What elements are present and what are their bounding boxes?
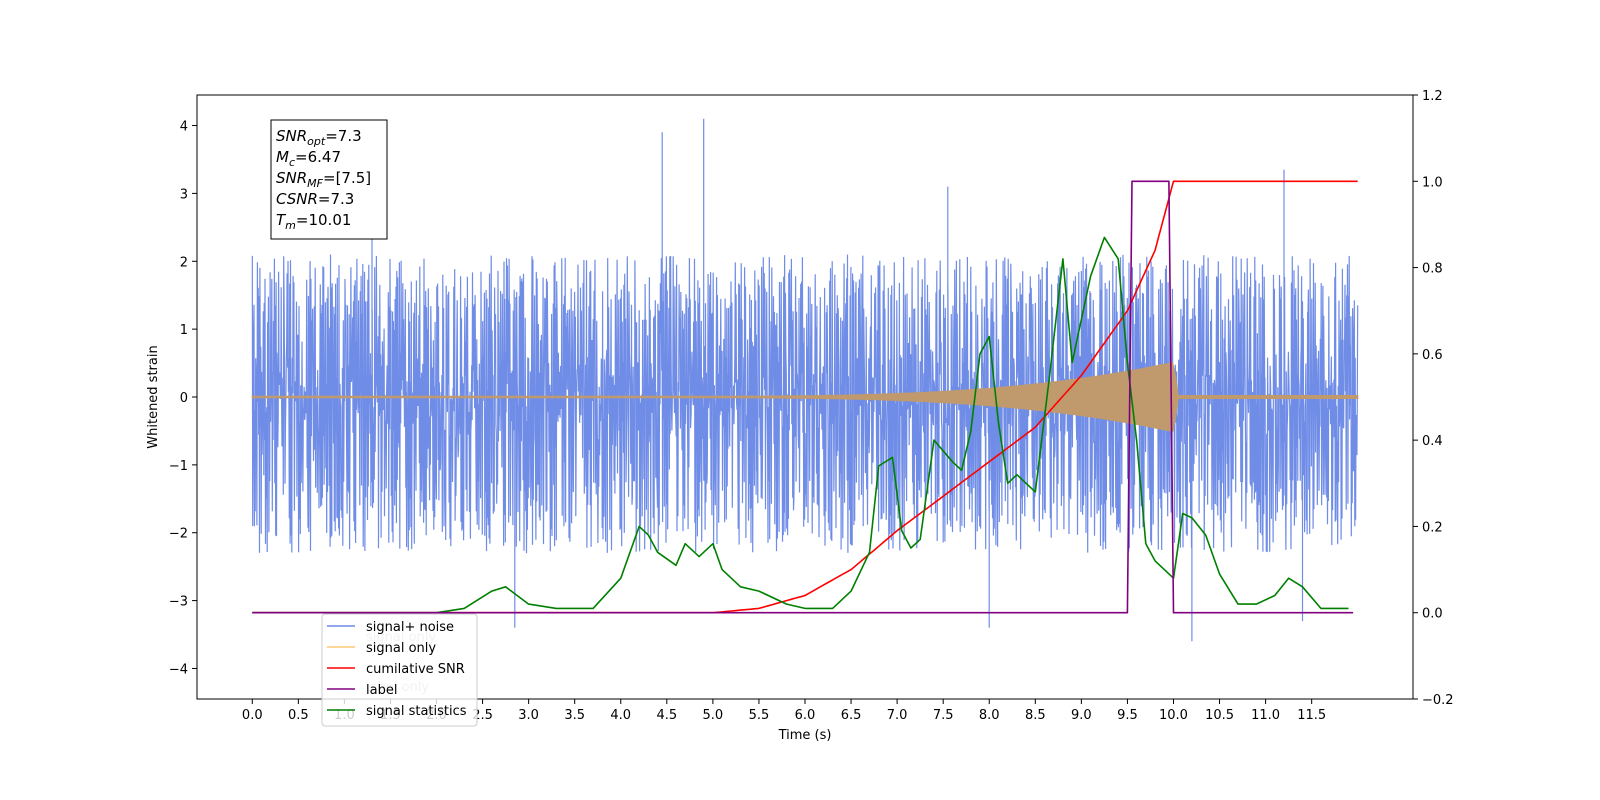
info-main: CSNR (276, 190, 318, 208)
info-box-frame (270, 119, 388, 240)
legend-label: cumilative SNR (366, 662, 465, 677)
x-tick-label: 11.5 (1297, 708, 1326, 723)
info-sub: m (285, 219, 296, 232)
x-tick-label: 3.5 (564, 708, 585, 723)
info-sub: opt (307, 135, 326, 148)
x-tick-label: 5.0 (703, 708, 724, 723)
y-axis-left: 4 3 2 1 0 −1 −2 −3 −4 (169, 120, 197, 677)
x-tick-label: 8.0 (979, 708, 1000, 723)
y-left-tick-label: −2 (169, 527, 188, 542)
y-left-tick-label: 2 (180, 255, 188, 270)
info-sub: MF (307, 177, 323, 190)
x-tick-label: 6.0 (795, 708, 816, 723)
legend: signal onlylabel onlysignal+ noisesignal… (321, 613, 478, 727)
y-left-tick-label: −3 (169, 595, 188, 610)
series-signal-statistics (252, 236, 1349, 614)
x-tick-label: 8.5 (1025, 708, 1046, 723)
y-right-tick-label: 0.4 (1422, 434, 1443, 449)
y-right-tick-label: 0.8 (1422, 262, 1443, 277)
x-tick-label: 4.0 (610, 708, 631, 723)
y-left-tick-label: 0 (180, 391, 188, 406)
plot-area (251, 118, 1359, 642)
info-value: =7.3 (325, 127, 361, 145)
series-label (252, 180, 1354, 614)
x-axis-label: Time (s) (778, 728, 832, 743)
info-box-line: Tm=10.01 (276, 211, 351, 232)
legend-label: label (366, 683, 397, 698)
x-tick-label: 7.0 (887, 708, 908, 723)
x-tick-label: 0.0 (242, 708, 263, 723)
y-axis-label-left: Whitened strain (146, 345, 161, 448)
info-value: =[7.5] (323, 169, 371, 187)
x-tick-label: 4.5 (656, 708, 677, 723)
series-signal-noise (251, 118, 1359, 642)
y-right-tick-label: 0.6 (1422, 348, 1443, 363)
y-left-tick-label: 1 (180, 323, 188, 338)
info-box-line: SNRopt=7.3 (276, 127, 362, 148)
y-right-tick-label: 1.0 (1422, 175, 1443, 190)
legend-frame (321, 613, 478, 727)
info-value: =10.01 (296, 211, 352, 229)
x-tick-label: 10.5 (1205, 708, 1234, 723)
info-value: =7.3 (318, 190, 354, 208)
x-tick-label: 5.5 (749, 708, 770, 723)
y-right-tick-label: 0.0 (1422, 607, 1443, 622)
y-right-tick-label: 1.2 (1422, 89, 1443, 104)
y-right-tick-label: −0.2 (1422, 693, 1454, 708)
info-box-line: CSNR=7.3 (276, 190, 354, 208)
x-tick-label: 11.0 (1251, 708, 1280, 723)
info-main: SNR (276, 127, 307, 145)
legend-label: signal+ noise (366, 620, 454, 635)
legend-label: signal statistics (366, 704, 467, 719)
info-main: SNR (276, 169, 307, 187)
y-left-tick-label: −4 (169, 662, 188, 677)
info-main: T (276, 211, 287, 229)
info-box-line: SNRMF=[7.5] (276, 169, 371, 190)
y-left-tick-label: 3 (180, 187, 188, 202)
x-tick-label: 6.5 (841, 708, 862, 723)
series-cumulative-snr (252, 180, 1358, 614)
x-tick-label: 9.5 (1117, 708, 1138, 723)
info-sub: c (289, 156, 295, 169)
y-left-tick-label: −1 (169, 459, 188, 474)
y-left-tick-label: 4 (180, 120, 188, 135)
x-tick-label: 7.5 (933, 708, 954, 723)
info-value: =6.47 (295, 148, 341, 166)
y-right-tick-label: 0.2 (1422, 520, 1443, 535)
info-box: SNRopt=7.3Mc=6.47SNRMF=[7.5]CSNR=7.3Tm=1… (270, 119, 388, 240)
legend-label: signal only (366, 641, 436, 656)
x-tick-label: 0.5 (288, 708, 309, 723)
info-main: M (276, 148, 289, 166)
x-tick-label: 9.0 (1071, 708, 1092, 723)
series-signal-only (251, 361, 1359, 433)
info-box-line: Mc=6.47 (276, 148, 341, 169)
x-tick-label: 3.0 (518, 708, 539, 723)
y-axis-right: 1.2 1.0 0.8 0.6 0.4 0.2 0.0 −0.2 (1413, 89, 1454, 708)
x-tick-label: 10.0 (1159, 708, 1188, 723)
